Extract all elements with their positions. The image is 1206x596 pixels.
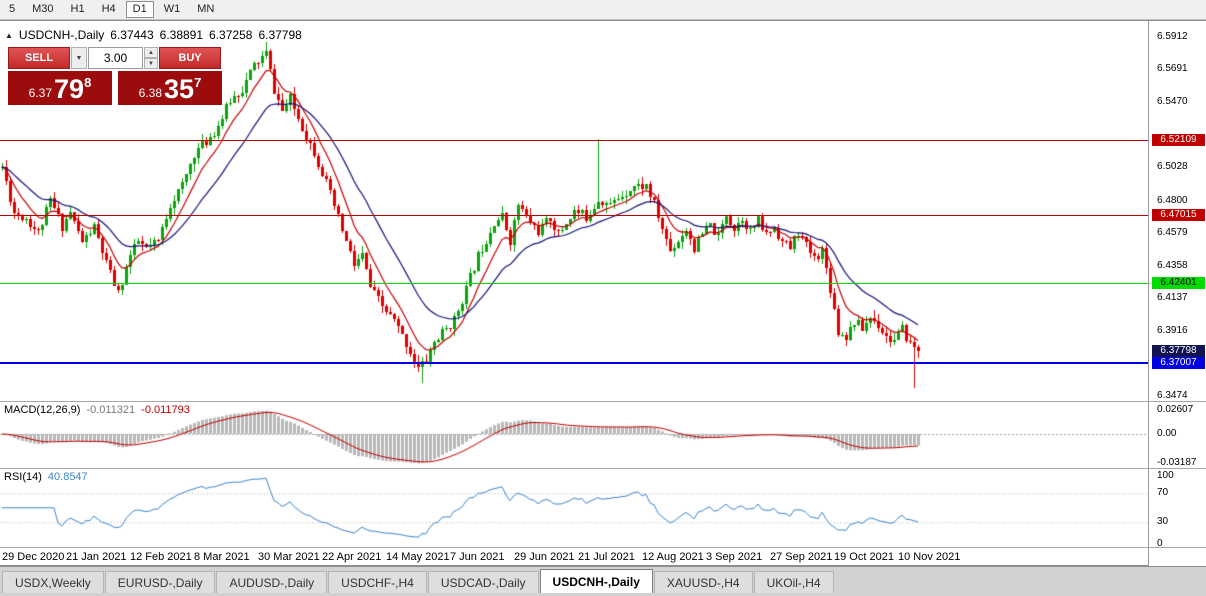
price-line-badge: 6.42401 (1152, 277, 1205, 290)
price-axis-label: 6.5470 (1157, 96, 1188, 107)
chart-tab-usdcnh-daily[interactable]: USDCNH-,Daily (539, 569, 653, 593)
date-axis-separator (0, 547, 1206, 548)
one-click-trade-panel: SELL ▼ ▲ ▼ BUY 6.37 79 8 6.38 (8, 47, 222, 105)
date-axis-label: 3 Sep 2021 (706, 551, 763, 563)
price-line-badge: 6.47015 (1152, 209, 1205, 222)
date-axis-label: 19 Oct 2021 (834, 551, 894, 563)
price-line-badge: 6.37007 (1152, 356, 1205, 369)
timeframe-button-m30[interactable]: M30 (32, 3, 54, 15)
rsi-value: 40.8547 (47, 471, 88, 483)
lot-size-input[interactable] (88, 47, 143, 69)
timeframe-button-5[interactable]: 5 (9, 3, 16, 15)
price-chart-canvas[interactable] (0, 21, 1148, 547)
buy-price-pips: 35 (164, 74, 195, 105)
rsi-axis-label: 100 (1157, 470, 1174, 481)
price-axis-label: 6.5912 (1157, 30, 1188, 42)
price-axis-label: 6.3474 (1157, 389, 1188, 401)
timeframe-button-h1[interactable]: H1 (70, 3, 85, 15)
panel-separator-macd[interactable] (0, 401, 1206, 402)
date-axis-label: 10 Nov 2021 (898, 551, 961, 563)
lot-dropdown-button[interactable]: ▼ (71, 47, 87, 69)
macd-axis-label: 0.00 (1157, 428, 1177, 439)
price-axis-label: 6.4800 (1157, 194, 1188, 206)
rsi-axis-label: 30 (1157, 516, 1169, 528)
date-axis-label: 27 Sep 2021 (770, 551, 833, 563)
chart-header: ▲ USDCNH-,Daily 6.37443 6.38891 6.37258 … (5, 28, 302, 42)
timeframe-button-d1[interactable]: D1 (125, 1, 154, 18)
timeframe-toolbar: 5 M30 H1 H4 D1 W1 MN (0, 0, 1206, 20)
price-axis[interactable]: 6.5912 6.5691 6.5470 6.5028 6.4800 6.4579 6.43… (1148, 21, 1206, 567)
date-axis-label: 21 Jul 2021 (578, 551, 635, 563)
chart-tab-eurusd-daily[interactable]: EURUSD-,Daily (104, 571, 216, 593)
macd-axis-label: 0.02607 (1157, 404, 1194, 415)
macd-main-value: -0.011321 (86, 404, 136, 416)
buy-button[interactable]: BUY (159, 47, 221, 69)
rsi-title: RSI(14) (4, 471, 42, 483)
collapse-trade-panel-icon[interactable]: ▲ (5, 30, 13, 40)
price-hline[interactable] (0, 362, 1148, 364)
price-hline[interactable] (0, 140, 1148, 141)
date-axis-label: 12 Aug 2021 (642, 551, 704, 563)
rsi-axis-label: 70 (1157, 487, 1169, 499)
macd-axis-label: -0.03187 (1157, 457, 1197, 469)
date-axis-label: 29 Jun 2021 (514, 551, 575, 563)
chart-tab-usdchf-h4[interactable]: USDCHF-,H4 (328, 571, 427, 593)
sell-price-point: 8 (84, 75, 92, 90)
ohlc-close: 6.37798 (258, 28, 302, 42)
sell-price-prefix: 6.37 (28, 86, 53, 100)
chart-title: USDCNH-,Daily (18, 28, 105, 42)
date-axis-label: 29 Dec 2020 (2, 551, 65, 563)
chart-tab-ukoil-h4[interactable]: UKOil-,H4 (753, 571, 834, 593)
date-axis-label: 12 Feb 2021 (130, 551, 192, 563)
price-axis-label: 6.4137 (1157, 292, 1188, 304)
price-axis-label: 6.3916 (1157, 324, 1188, 336)
date-axis-label: 30 Mar 2021 (258, 551, 320, 563)
timeframe-button-mn[interactable]: MN (197, 3, 215, 15)
bid-price-badge: 6.37798 (1152, 344, 1205, 357)
chart-tab-usdx-weekly[interactable]: USDX,Weekly (2, 571, 104, 593)
ohlc-low: 6.37258 (209, 28, 253, 42)
panel-separator-rsi[interactable] (0, 468, 1206, 469)
price-axis-label: 6.5028 (1157, 161, 1188, 173)
lot-increase-button[interactable]: ▲ (144, 47, 158, 58)
price-hline[interactable] (0, 283, 1148, 284)
price-axis-label: 6.4358 (1157, 259, 1188, 271)
date-axis-label: 7 Jun 2021 (450, 551, 505, 563)
chart-tabs: USDX,Weekly EURUSD-,Daily AUDUSD-,Daily USD… (0, 566, 1206, 596)
chart-window: 6.5912 6.5691 6.5470 6.5028 6.4800 6.4579 6.43… (0, 20, 1206, 567)
buy-price-display[interactable]: 6.38 35 7 (118, 71, 222, 105)
rsi-axis-label: 0 (1157, 538, 1163, 549)
price-axis-label: 6.4579 (1157, 227, 1188, 239)
date-axis-label: 22 Apr 2021 (322, 551, 382, 563)
ohlc-open: 6.37443 (110, 28, 154, 42)
timeframe-button-h4[interactable]: H4 (101, 3, 116, 15)
chart-tab-usdcad-daily[interactable]: USDCAD-,Daily (427, 571, 539, 593)
price-hline[interactable] (0, 215, 1148, 216)
lot-stepper: ▲ ▼ (144, 47, 158, 69)
macd-header: MACD(12,26,9) -0.011321 -0.011793 (4, 404, 190, 416)
macd-signal-value: -0.011793 (141, 404, 190, 416)
ohlc-high: 6.38891 (159, 28, 204, 42)
sell-price-pips: 79 (54, 74, 85, 105)
date-axis-label: 8 Mar 2021 (194, 551, 250, 563)
buy-price-prefix: 6.38 (138, 86, 163, 100)
price-line-badge: 6.52109 (1152, 134, 1205, 147)
price-axis-label: 6.5691 (1157, 63, 1188, 75)
chart-tab-audusd-daily[interactable]: AUDUSD-,Daily (216, 571, 328, 593)
buy-price-point: 7 (194, 75, 202, 90)
macd-title: MACD(12,26,9) (4, 404, 81, 416)
rsi-header: RSI(14) 40.8547 (4, 471, 88, 483)
date-axis-label: 21 Jan 2021 (66, 551, 127, 563)
chart-tab-xauusd-h4[interactable]: XAUUSD-,H4 (653, 571, 753, 593)
sell-price-display[interactable]: 6.37 79 8 (8, 71, 112, 105)
timeframe-button-w1[interactable]: W1 (163, 3, 181, 15)
sell-button[interactable]: SELL (8, 47, 70, 69)
chevron-down-icon: ▼ (75, 54, 83, 62)
lot-decrease-button[interactable]: ▼ (144, 58, 158, 69)
date-axis-label: 14 May 2021 (386, 551, 450, 563)
